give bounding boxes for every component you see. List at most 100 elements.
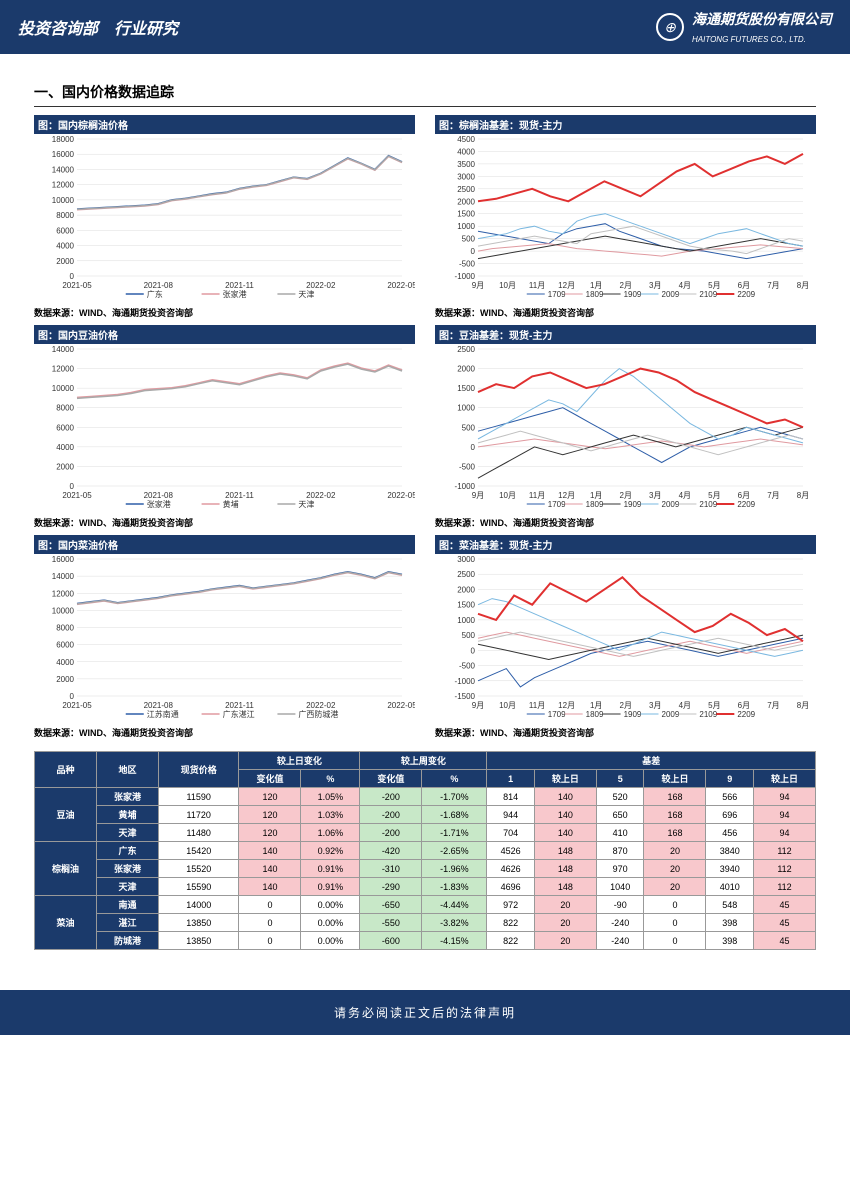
chart-title: 图：国内棕榈油价格 xyxy=(34,115,415,134)
chart-source: 数据来源：WIND、海通期货投资咨询部 xyxy=(435,514,816,531)
svg-text:江苏南通: 江苏南通 xyxy=(147,709,179,719)
svg-text:0: 0 xyxy=(70,272,75,281)
page-footer: 请务必阅读正文后的法律声明 xyxy=(0,990,850,1035)
page-header: 投资咨询部 行业研究 ⊕ 海通期货股份有限公司 HAITONG FUTURES … xyxy=(0,0,850,54)
svg-text:广东湛江: 广东湛江 xyxy=(223,709,255,719)
svg-text:2000: 2000 xyxy=(56,257,74,266)
svg-text:4月: 4月 xyxy=(679,701,691,710)
chart-source: 数据来源：WIND、海通期货投资咨询部 xyxy=(34,514,415,531)
chart-svg: 0200040006000800010000120001400016000180… xyxy=(34,134,415,304)
svg-text:2209: 2209 xyxy=(737,710,755,719)
svg-text:8月: 8月 xyxy=(797,701,809,710)
svg-text:1709: 1709 xyxy=(548,290,566,299)
svg-text:12月: 12月 xyxy=(558,491,575,500)
svg-text:500: 500 xyxy=(462,631,476,640)
svg-text:1809: 1809 xyxy=(586,500,604,509)
svg-text:-500: -500 xyxy=(459,260,476,269)
chart-title: 图：国内豆油价格 xyxy=(34,325,415,344)
svg-text:2021-05: 2021-05 xyxy=(62,281,92,290)
svg-text:黄埔: 黄埔 xyxy=(223,499,239,509)
svg-text:3000: 3000 xyxy=(457,555,475,564)
svg-text:2109: 2109 xyxy=(699,500,717,509)
svg-text:1500: 1500 xyxy=(457,210,475,219)
svg-text:张家港: 张家港 xyxy=(223,289,247,299)
svg-text:3500: 3500 xyxy=(457,160,475,169)
svg-text:2月: 2月 xyxy=(620,701,632,710)
company-name-en: HAITONG FUTURES CO., LTD. xyxy=(692,35,806,44)
svg-text:2500: 2500 xyxy=(457,570,475,579)
svg-text:1709: 1709 xyxy=(548,710,566,719)
data-table: 品种地区现货价格较上日变化较上周变化基差变化值%变化值%1较上日5较上日9较上日… xyxy=(34,751,816,950)
svg-text:4月: 4月 xyxy=(679,491,691,500)
svg-text:2021-05: 2021-05 xyxy=(62,701,92,710)
svg-text:4000: 4000 xyxy=(56,443,74,452)
svg-text:1500: 1500 xyxy=(457,384,475,393)
svg-text:2000: 2000 xyxy=(457,365,475,374)
svg-text:8月: 8月 xyxy=(797,281,809,290)
svg-text:2021-11: 2021-11 xyxy=(225,701,254,710)
svg-text:2000: 2000 xyxy=(56,675,74,684)
svg-text:0: 0 xyxy=(70,482,75,491)
svg-text:1909: 1909 xyxy=(624,290,642,299)
svg-text:2209: 2209 xyxy=(737,500,755,509)
svg-text:2022-02: 2022-02 xyxy=(306,491,336,500)
page-content: 一、国内价格数据追踪 图：国内棕榈油价格02000400060008000100… xyxy=(0,54,850,960)
svg-text:4000: 4000 xyxy=(56,658,74,667)
svg-text:8000: 8000 xyxy=(56,624,74,633)
table-row: 天津114801201.06%-200-1.71%704140410168456… xyxy=(35,824,816,842)
svg-text:10000: 10000 xyxy=(52,384,75,393)
svg-text:0: 0 xyxy=(471,443,476,452)
table-row: 张家港155201400.91%-310-1.96%46261489702039… xyxy=(35,860,816,878)
svg-text:8000: 8000 xyxy=(56,404,74,413)
table-row: 天津155901400.91%-290-1.83%469614810402040… xyxy=(35,878,816,896)
svg-text:1709: 1709 xyxy=(548,500,566,509)
svg-text:8月: 8月 xyxy=(797,491,809,500)
chart-svg: -1000-5000500100015002000250030003500400… xyxy=(435,134,816,304)
svg-text:0: 0 xyxy=(471,247,476,256)
table-row: 棕榈油广东154201400.92%-420-2.65%452614887020… xyxy=(35,842,816,860)
svg-text:5月: 5月 xyxy=(708,491,720,500)
chart-svg: 0200040006000800010000120001400016000202… xyxy=(34,554,415,724)
svg-text:2000: 2000 xyxy=(56,462,74,471)
header-dept: 投资咨询部 行业研究 xyxy=(18,15,178,39)
svg-text:9月: 9月 xyxy=(472,281,484,290)
company-name-cn: 海通期货股份有限公司 xyxy=(692,11,832,27)
svg-text:3000: 3000 xyxy=(457,172,475,181)
svg-text:0: 0 xyxy=(471,646,476,655)
svg-text:2009: 2009 xyxy=(662,500,680,509)
svg-text:7月: 7月 xyxy=(767,491,779,500)
svg-text:9月: 9月 xyxy=(472,701,484,710)
chart-svg: 020004000600080001000012000140002021-052… xyxy=(34,344,415,514)
svg-text:-1000: -1000 xyxy=(455,677,476,686)
svg-text:12000: 12000 xyxy=(52,181,75,190)
row-group: 菜油 xyxy=(35,896,97,950)
svg-text:3月: 3月 xyxy=(649,701,661,710)
svg-text:-1000: -1000 xyxy=(455,482,476,491)
svg-text:5月: 5月 xyxy=(708,281,720,290)
svg-text:2022-05: 2022-05 xyxy=(387,491,415,500)
svg-text:5月: 5月 xyxy=(708,701,720,710)
svg-text:12月: 12月 xyxy=(558,281,575,290)
svg-text:2022-02: 2022-02 xyxy=(306,281,336,290)
svg-text:2021-11: 2021-11 xyxy=(225,491,254,500)
svg-text:2021-08: 2021-08 xyxy=(144,701,174,710)
svg-text:2021-08: 2021-08 xyxy=(144,281,174,290)
svg-text:1809: 1809 xyxy=(586,710,604,719)
data-table-wrap: 品种地区现货价格较上日变化较上周变化基差变化值%变化值%1较上日5较上日9较上日… xyxy=(34,751,816,950)
svg-text:2021-11: 2021-11 xyxy=(225,281,254,290)
company-logo-icon: ⊕ xyxy=(656,13,684,41)
svg-text:2022-05: 2022-05 xyxy=(387,281,415,290)
svg-text:11月: 11月 xyxy=(529,491,545,500)
svg-text:10月: 10月 xyxy=(499,491,516,500)
svg-text:2021-08: 2021-08 xyxy=(144,491,174,500)
svg-text:500: 500 xyxy=(462,423,476,432)
svg-text:14000: 14000 xyxy=(52,345,75,354)
svg-text:6月: 6月 xyxy=(738,281,750,290)
table-row: 湛江1385000.00%-550-3.82%82220-240039845 xyxy=(35,914,816,932)
svg-text:广东: 广东 xyxy=(147,289,163,299)
svg-text:9月: 9月 xyxy=(472,491,484,500)
svg-text:2500: 2500 xyxy=(457,345,475,354)
chart-source: 数据来源：WIND、海通期货投资咨询部 xyxy=(34,304,415,321)
svg-text:1000: 1000 xyxy=(457,222,475,231)
svg-text:1000: 1000 xyxy=(457,404,475,413)
